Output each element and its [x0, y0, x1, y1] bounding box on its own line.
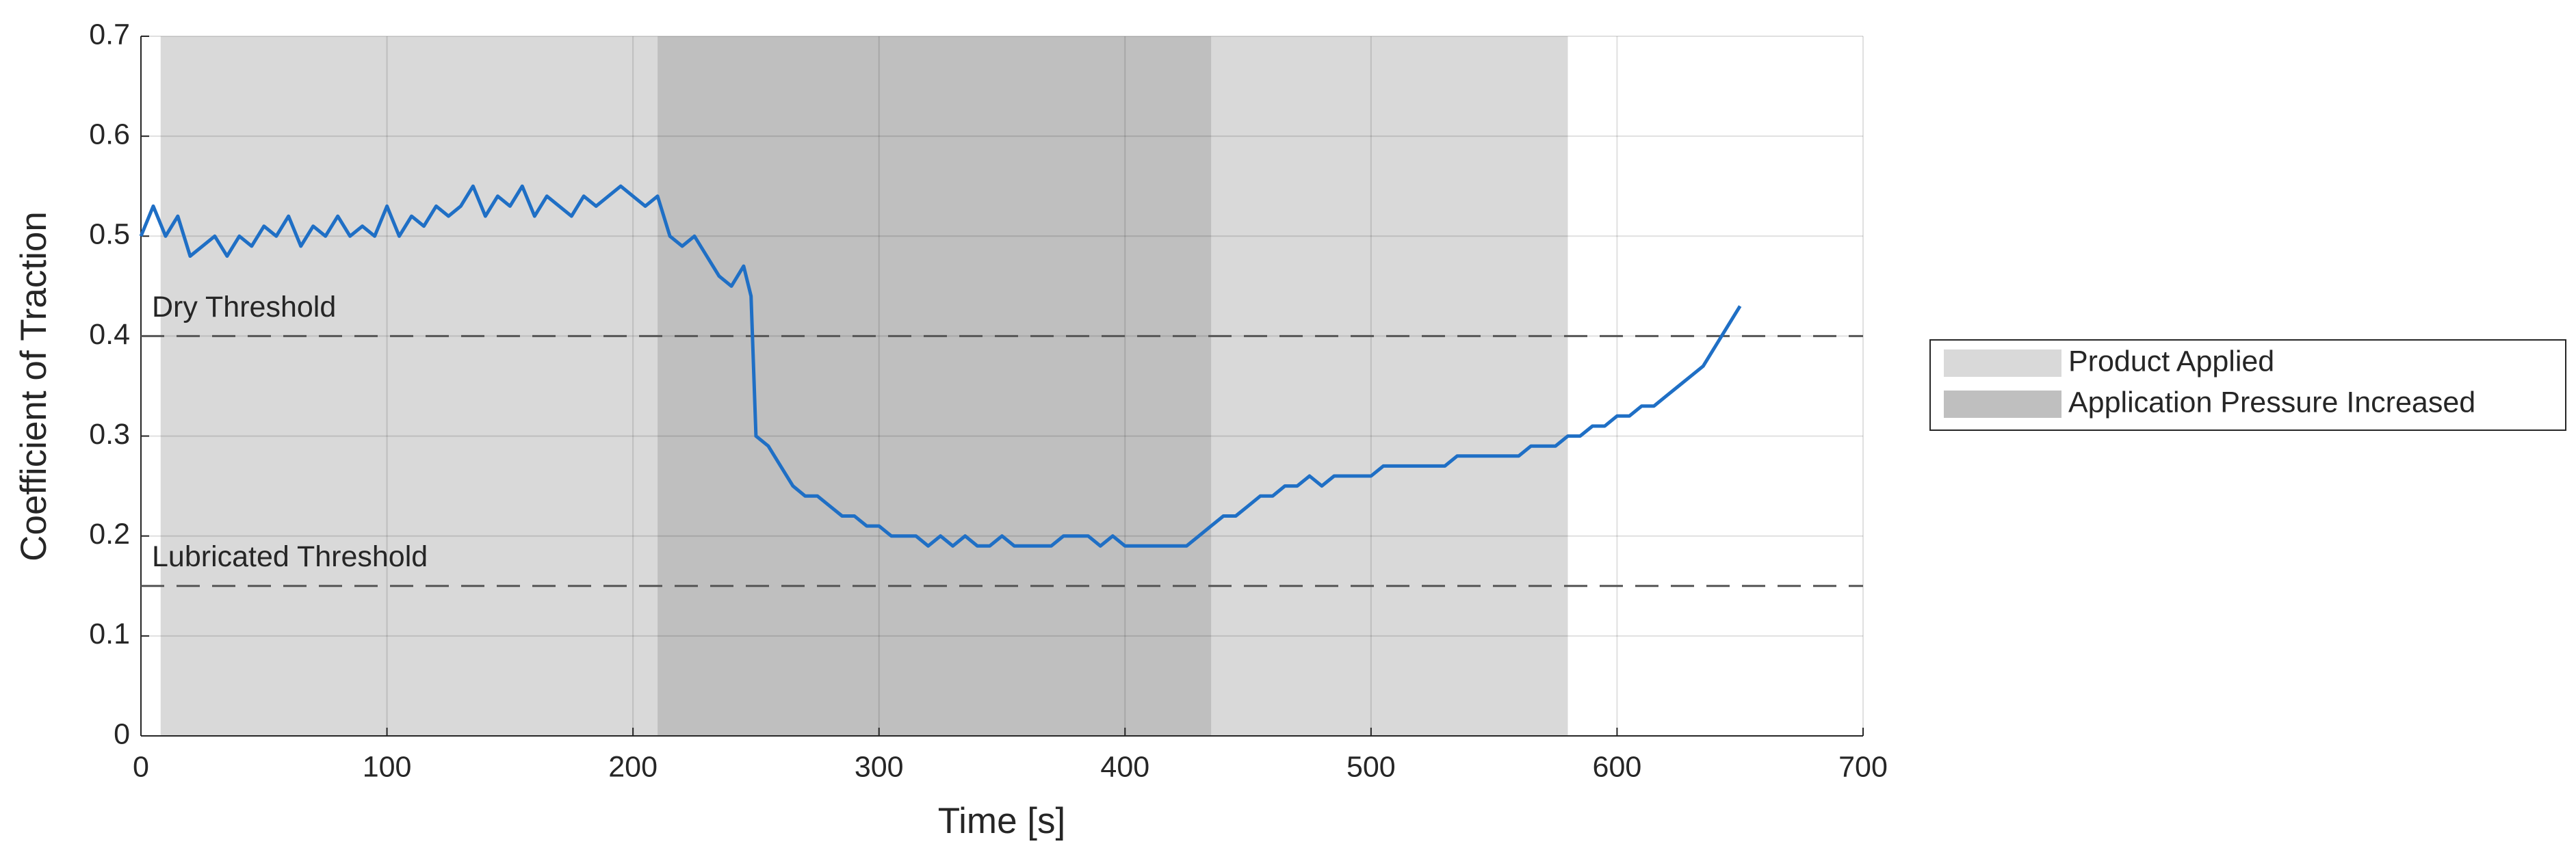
x-tick-label: 400	[1100, 750, 1149, 783]
legend-swatch	[1944, 349, 2061, 377]
legend-swatch	[1944, 391, 2061, 418]
x-tick-label: 600	[1593, 750, 1642, 783]
y-tick-label: 0.6	[89, 118, 130, 151]
y-tick-label: 0	[114, 717, 130, 750]
shaded-span	[658, 36, 1212, 736]
legend-label: Application Pressure Increased	[2068, 386, 2475, 419]
x-tick-label: 100	[363, 750, 412, 783]
data-line	[139, 184, 1742, 548]
x-tick-label: 200	[608, 750, 658, 783]
y-tick-label: 0.3	[89, 418, 130, 451]
x-tick-label: 0	[133, 750, 149, 783]
y-tick-label: 0.4	[89, 318, 130, 351]
y-tick-label: 0.5	[89, 218, 130, 251]
y-axis-title: Coefficient of Traction	[14, 211, 54, 561]
x-tick-label: 700	[1838, 750, 1888, 783]
x-tick-label: 300	[855, 750, 904, 783]
y-tick-label: 0.7	[89, 18, 130, 51]
y-tick-label: 0.1	[89, 618, 130, 650]
x-axis-title: Time [s]	[938, 801, 1065, 841]
y-tick-label: 0.2	[89, 518, 130, 551]
x-tick-label: 500	[1346, 750, 1396, 783]
legend-label: Product Applied	[2068, 345, 2274, 378]
threshold-label: Lubricated Threshold	[152, 540, 428, 573]
threshold-label: Dry Threshold	[152, 291, 336, 323]
